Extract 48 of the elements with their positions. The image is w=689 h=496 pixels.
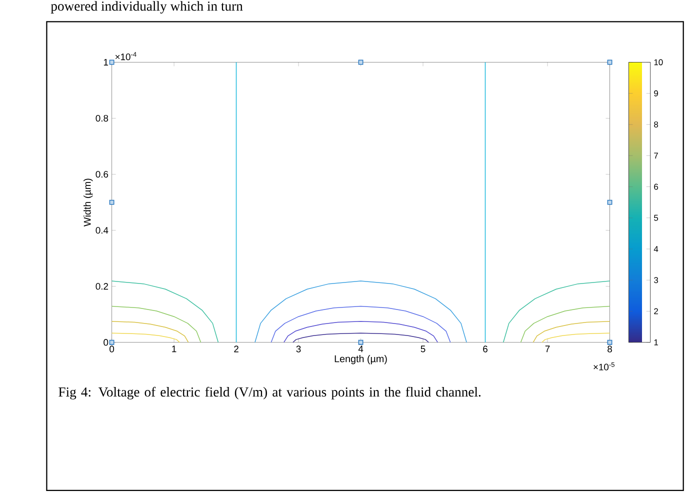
line-series: [292, 332, 430, 343]
color-bar-label: 4: [654, 246, 658, 252]
point: [607, 200, 612, 205]
x-tick-label: 3: [296, 346, 301, 352]
y-tick-label: 0.4: [96, 226, 108, 234]
line-series: [520, 306, 610, 343]
point: [109, 340, 114, 345]
y-axis-title: Width (µm): [84, 178, 93, 226]
x-tick-label: 1: [172, 346, 176, 352]
text: powered individually which in turn: [50, 1, 243, 14]
line-series: [111, 280, 219, 343]
x-tick-label: 5: [420, 346, 426, 352]
line-series: [284, 320, 438, 343]
x-tick-label: 8: [608, 346, 612, 352]
caption: Fig 4: Voltage of electric field (V/m) at various points in the fluid channel.: [58, 386, 481, 400]
x-axis-title: Length (µm): [334, 354, 387, 364]
line-series: [532, 320, 610, 343]
line-series: [502, 280, 610, 343]
color-bar-label: 3: [654, 277, 658, 284]
color-bar-label: 10: [654, 59, 663, 66]
point: [109, 200, 114, 205]
y-tick-label: 0.2: [96, 282, 108, 290]
color-bar-label: 6: [654, 184, 658, 190]
color-bar-label: 2: [654, 308, 658, 314]
y-tick-label: 1: [104, 58, 108, 66]
x-tick-label: 6: [483, 346, 488, 352]
line-series: [111, 320, 189, 343]
y-tick-label: 0.8: [96, 114, 108, 122]
line-series: [111, 332, 180, 343]
x-tick-label: 0: [110, 346, 114, 352]
line-series: [542, 332, 610, 343]
y-tick-label: 0: [104, 338, 108, 346]
line-series: [111, 306, 202, 343]
x-tick-label: 7: [545, 346, 550, 352]
text: ×10$^{-4}$: [115, 52, 136, 60]
y-tick-label: 0.6: [96, 170, 108, 178]
color-bar-label: 1: [654, 339, 658, 346]
color-bar-label: 8: [654, 121, 658, 128]
x-tick-label: 2: [234, 346, 238, 352]
point: [607, 340, 612, 345]
point: [358, 340, 364, 345]
color-bar-label: 5: [654, 214, 658, 221]
line-series: [254, 280, 467, 343]
color-bar-label: 7: [654, 152, 658, 158]
line-series: [270, 306, 451, 343]
x-tick-label: 4: [358, 346, 364, 352]
text: ×10$^{-5}$: [594, 362, 614, 370]
color-bar-label: 9: [654, 90, 658, 96]
